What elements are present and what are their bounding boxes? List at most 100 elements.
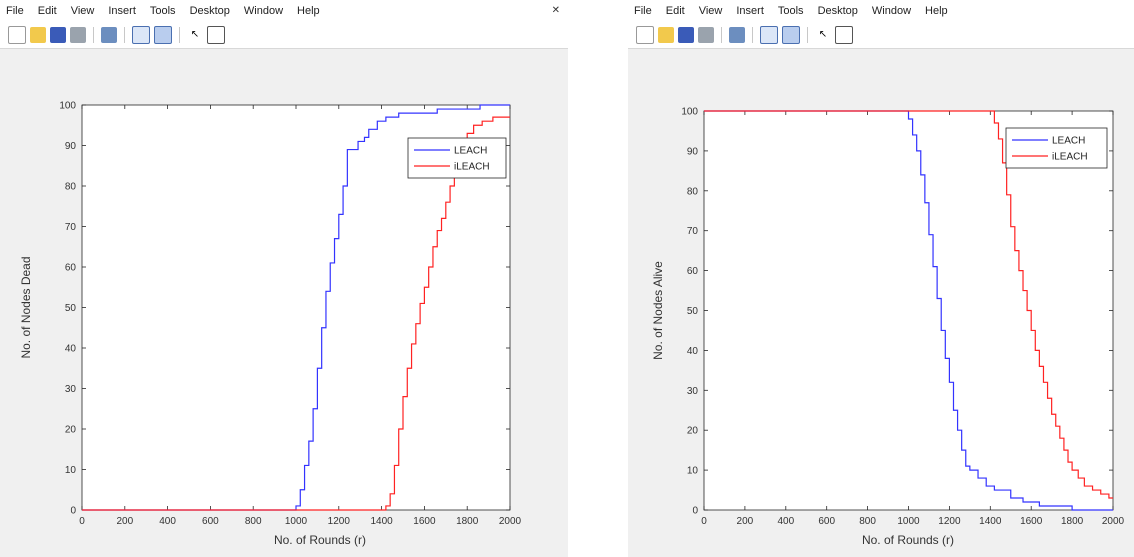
open-icon[interactable] [30, 27, 46, 43]
nodes-dead-chart: 0 200 400 600 800 1000 1200 1400 1600 1800 2000 0 10… [19, 101, 522, 548]
y-tick-label: 0 [692, 506, 698, 517]
x-tick-label: 1200 [328, 516, 351, 527]
open-icon[interactable] [658, 27, 674, 43]
menu-bar: File Edit View Insert Tools Desktop Wind… [0, 0, 568, 22]
print-icon[interactable] [698, 27, 714, 43]
x-tick-label: 1600 [1020, 516, 1043, 527]
menu-desktop[interactable]: Desktop [817, 5, 858, 17]
y-tick-label: 20 [65, 425, 77, 436]
series-line-ileach [704, 110, 1113, 499]
y-tick-label: 50 [65, 303, 77, 314]
menu-insert[interactable]: Insert [736, 5, 764, 17]
x-tick-label: 400 [777, 516, 794, 527]
y-tick-label: 30 [65, 384, 77, 395]
hide-tools-icon[interactable] [132, 26, 150, 44]
toolbar-separator [93, 27, 94, 43]
menu-help[interactable]: Help [925, 5, 948, 17]
inspector-icon[interactable] [207, 26, 225, 44]
x-tick-label: 2000 [1102, 516, 1125, 527]
y-tick-label: 30 [687, 386, 699, 397]
copy-figure-icon[interactable] [101, 27, 117, 43]
y-tick-label: 100 [59, 101, 76, 112]
y-tick-label: 90 [65, 141, 77, 152]
x-axis-label: No. of Rounds (r) [274, 533, 366, 547]
x-tick-label: 800 [245, 516, 262, 527]
print-icon[interactable] [70, 27, 86, 43]
x-tick-label: 1000 [285, 516, 308, 527]
menu-file[interactable]: File [634, 5, 652, 17]
x-tick-label: 2000 [499, 516, 522, 527]
x-tick-label: 400 [159, 516, 176, 527]
y-tick-label: 80 [65, 182, 77, 193]
save-icon[interactable] [678, 27, 694, 43]
figure-toolbar: ↖ [628, 22, 1134, 49]
x-tick-label: 1400 [370, 516, 393, 527]
menu-file[interactable]: File [6, 5, 24, 17]
y-tick-label: 10 [687, 466, 699, 477]
x-tick-label: 0 [79, 516, 85, 527]
menu-window[interactable]: Window [871, 5, 912, 17]
toolbar-separator [721, 27, 722, 43]
menu-view[interactable]: View [70, 5, 95, 17]
toolbar-separator [179, 27, 180, 43]
pointer-icon[interactable]: ↖ [190, 29, 200, 40]
y-tick-label: 100 [681, 107, 698, 118]
x-tick-label: 200 [737, 516, 754, 527]
legend[interactable] [1005, 127, 1108, 169]
y-tick-label: 50 [687, 306, 699, 317]
toolbar-separator [807, 27, 808, 43]
menu-tools[interactable]: Tools [149, 5, 176, 17]
show-tools-icon[interactable] [154, 26, 172, 44]
series-line-leach [82, 104, 510, 511]
y-tick-label: 10 [65, 465, 77, 476]
legend-label-leach: LEACH [1052, 136, 1085, 147]
x-tick-label: 800 [859, 516, 876, 527]
toolbar-separator [752, 27, 753, 43]
y-axis-label: No. of Nodes Alive [651, 261, 665, 360]
x-tick-label: 1400 [979, 516, 1002, 527]
x-tick-label: 1800 [456, 516, 479, 527]
figure-window-left: File Edit View Insert Tools Desktop Wind… [0, 0, 568, 557]
y-tick-label: 70 [65, 222, 77, 233]
nodes-alive-chart: 0 200 400 600 800 1000 1200 1400 1600 1800 2000 0 10… [651, 107, 1125, 548]
y-tick-label: 90 [687, 146, 699, 157]
inspector-icon[interactable] [835, 26, 853, 44]
menu-desktop[interactable]: Desktop [189, 5, 230, 17]
legend-label-ileach: iLEACH [1052, 152, 1088, 163]
y-tick-label: 40 [687, 346, 699, 357]
menu-edit[interactable]: Edit [37, 5, 57, 17]
plot-area [703, 110, 1114, 511]
new-icon[interactable] [8, 26, 26, 44]
hide-tools-icon[interactable] [760, 26, 778, 44]
x-tick-label: 1600 [413, 516, 436, 527]
y-tick-label: 70 [687, 226, 699, 237]
menu-tools[interactable]: Tools [777, 5, 804, 17]
menu-help[interactable]: Help [297, 5, 320, 17]
legend-label-leach: LEACH [454, 146, 487, 157]
x-tick-label: 600 [202, 516, 219, 527]
menu-edit[interactable]: Edit [665, 5, 685, 17]
menu-view[interactable]: View [698, 5, 723, 17]
show-tools-icon[interactable] [782, 26, 800, 44]
y-axis-label: No. of Nodes Dead [19, 256, 33, 358]
y-tick-label: 20 [687, 426, 699, 437]
toolbar-separator [124, 27, 125, 43]
legend[interactable] [407, 137, 507, 179]
y-tick-label: 0 [70, 506, 76, 517]
figure-window-right: File Edit View Insert Tools Desktop Wind… [628, 0, 1134, 557]
menu-insert[interactable]: Insert [108, 5, 136, 17]
pointer-icon[interactable]: ↖ [818, 29, 828, 40]
x-axis-label: No. of Rounds (r) [862, 533, 954, 547]
close-icon[interactable]: ✕ [551, 5, 560, 16]
y-tick-label: 40 [65, 344, 77, 355]
x-tick-label: 200 [116, 516, 133, 527]
series-line-leach [704, 110, 1113, 511]
new-icon[interactable] [636, 26, 654, 44]
x-tick-label: 1000 [897, 516, 920, 527]
y-tick-label: 60 [65, 263, 77, 274]
menu-window[interactable]: Window [243, 5, 284, 17]
copy-figure-icon[interactable] [729, 27, 745, 43]
legend-label-ileach: iLEACH [454, 162, 490, 173]
x-tick-label: 1800 [1061, 516, 1084, 527]
save-icon[interactable] [50, 27, 66, 43]
